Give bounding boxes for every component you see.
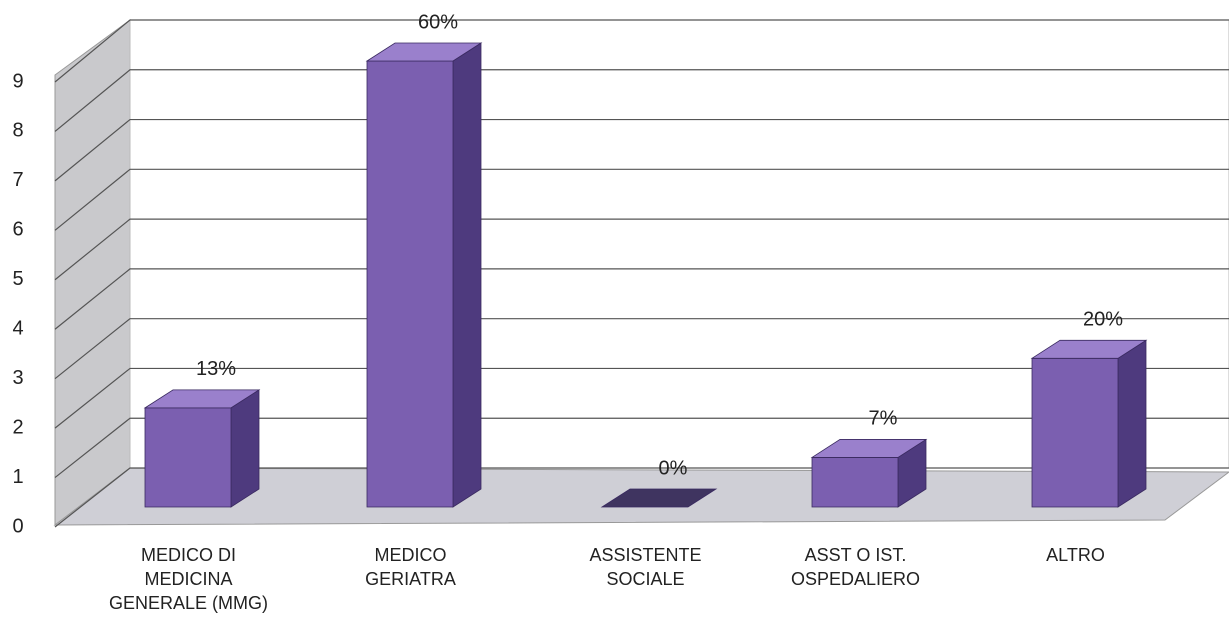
grid-line <box>54 69 1229 132</box>
y-tick-label: 8 <box>12 120 23 142</box>
x-tick-label: MEDICO DI MEDICINA GENERALE (MMG) <box>108 545 268 613</box>
x-tick-label: ALTRO <box>1046 545 1105 565</box>
y-tick-label: 4 <box>12 318 23 340</box>
grid-line <box>54 118 1229 182</box>
side-wall <box>54 19 131 527</box>
value-label: 20% <box>1083 309 1123 331</box>
x-tick-label: MEDICO GERIATRA <box>365 545 456 589</box>
bar <box>1030 339 1148 508</box>
y-tick-label: 3 <box>12 367 23 389</box>
value-label: 60% <box>418 11 458 33</box>
grid-line <box>54 168 1229 231</box>
y-tick-label: 1 <box>12 466 23 488</box>
bar-top <box>810 439 928 458</box>
grid-line <box>54 367 1229 429</box>
y-tick-label: 6 <box>12 219 23 241</box>
y-tick-label: 7 <box>12 169 23 191</box>
bar-side <box>230 389 260 508</box>
grid-line <box>54 268 1229 330</box>
bar-front <box>811 457 899 508</box>
value-label: 0% <box>659 457 688 479</box>
bar-top <box>600 488 718 508</box>
bar <box>600 488 718 508</box>
bar-top <box>1030 339 1148 359</box>
bar-front <box>366 60 454 508</box>
x-tick-label: ASST O IST. OSPEDALIERO <box>790 545 921 589</box>
y-tick-label: 5 <box>12 268 23 290</box>
bar-side <box>452 42 482 508</box>
x-tick-label: ASSISTENTE SOCIALE <box>589 545 702 589</box>
bar-front <box>1031 357 1119 508</box>
value-label: 13% <box>196 358 236 380</box>
grid-line <box>54 19 1229 83</box>
grid-line <box>54 318 1229 380</box>
grid-line <box>54 218 1229 281</box>
y-tick-label: 9 <box>12 70 23 92</box>
bar-top <box>143 389 261 409</box>
bar <box>810 438 928 508</box>
y-tick-label: 0 <box>12 515 23 537</box>
bar-front <box>144 407 232 508</box>
bar <box>365 42 483 508</box>
bar-side <box>1117 339 1147 508</box>
value-label: 7% <box>869 408 898 430</box>
bar-top <box>365 42 483 62</box>
grid-line <box>54 417 1229 479</box>
y-tick-label: 2 <box>12 416 23 438</box>
bar <box>143 389 261 508</box>
